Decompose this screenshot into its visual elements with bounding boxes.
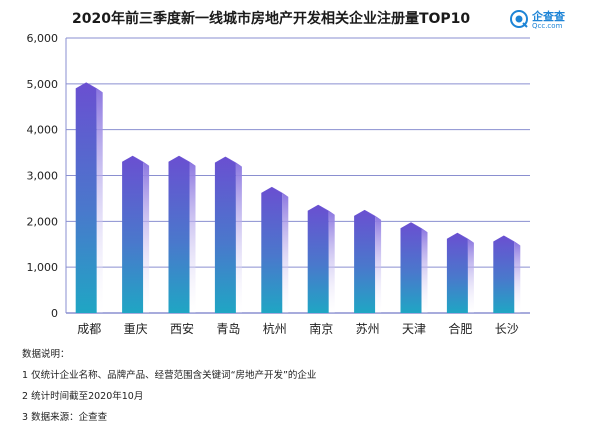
note-item-3: 3 数据来源：企查查	[22, 412, 108, 423]
x-tick-label: 西安	[170, 321, 194, 336]
qcc-logo-icon	[510, 10, 528, 28]
bar-cap	[132, 155, 150, 166]
x-tick-label: 长沙	[495, 322, 519, 336]
bar-cap	[411, 222, 428, 233]
notes-heading: 数据说明：	[22, 349, 70, 360]
bar-side	[421, 228, 428, 313]
data-notes: 数据说明： 1 仅统计企业名称、品牌产品、经营范围含关键词“房地产开发”的企业 …	[22, 344, 582, 428]
bar-front	[75, 82, 97, 314]
x-tick-label: 苏州	[356, 322, 380, 336]
bar	[307, 204, 335, 313]
bar-front	[307, 204, 329, 313]
note-item-1: 1 仅统计企业名称、品牌产品、经营范围含关键词“房地产开发”的企业	[22, 370, 317, 381]
bar	[261, 186, 289, 313]
bar-front	[446, 232, 468, 313]
bar-side	[375, 215, 382, 313]
brand-url: Qcc.com	[532, 22, 563, 30]
bar-side	[328, 210, 335, 313]
bar-front	[400, 222, 422, 313]
x-tick-label: 南京	[309, 321, 333, 336]
bar	[214, 156, 242, 313]
x-tick-label: 合肥	[448, 321, 472, 336]
note-item-2: 2 统计时间截至2020年10月	[22, 391, 144, 402]
bar-front	[168, 155, 190, 313]
bar-side	[467, 238, 474, 313]
bar	[168, 155, 196, 313]
bar-cap	[503, 235, 521, 246]
bar-cap	[364, 209, 382, 220]
bar	[446, 232, 474, 313]
bar	[400, 222, 428, 313]
bar-side	[282, 192, 289, 313]
y-tick-label: 0	[51, 307, 58, 320]
y-tick-label: 1,000	[27, 261, 59, 274]
y-tick-label: 3,000	[27, 170, 59, 183]
chart-title: 2020年前三季度新一线城市房地产开发相关企业注册量TOP10	[72, 11, 471, 27]
bar-cap	[179, 155, 196, 166]
bar	[122, 155, 150, 313]
bar-cap	[225, 156, 242, 167]
bar-front	[122, 155, 144, 313]
brand-name: 企查查	[532, 10, 565, 23]
bar	[354, 209, 382, 313]
x-tick-label: 成都	[77, 322, 101, 336]
x-tick-label: 杭州	[263, 321, 287, 336]
bar-chart: 0 1,000 2,000 3,000 4,000 5,000 6,000 成都 重庆 西安 青岛 杭…	[27, 32, 530, 336]
bar-cap	[457, 232, 474, 243]
bar-side	[96, 88, 103, 314]
y-tick-label: 2,000	[27, 215, 59, 228]
y-tick-label: 6,000	[27, 32, 59, 45]
bar-front	[214, 156, 236, 313]
bar-cap	[318, 204, 335, 215]
x-tick-label: 重庆	[124, 322, 148, 336]
bar-side	[143, 161, 150, 313]
bar-cap	[271, 186, 289, 197]
x-tick-label: 青岛	[216, 321, 240, 336]
bar-front	[493, 235, 515, 313]
bar-side	[189, 161, 196, 313]
brand-mark: 企查查 Qcc.com	[510, 8, 590, 34]
x-tick-label: 天津	[402, 322, 426, 336]
bar-front	[261, 186, 283, 313]
bar-side	[235, 162, 242, 313]
bar-front	[354, 209, 376, 313]
y-tick-label: 5,000	[27, 78, 59, 91]
y-tick-label: 4,000	[27, 124, 59, 137]
bar-cap	[86, 82, 103, 93]
bar	[75, 82, 103, 314]
bar	[493, 235, 521, 313]
bar-side	[514, 241, 521, 313]
